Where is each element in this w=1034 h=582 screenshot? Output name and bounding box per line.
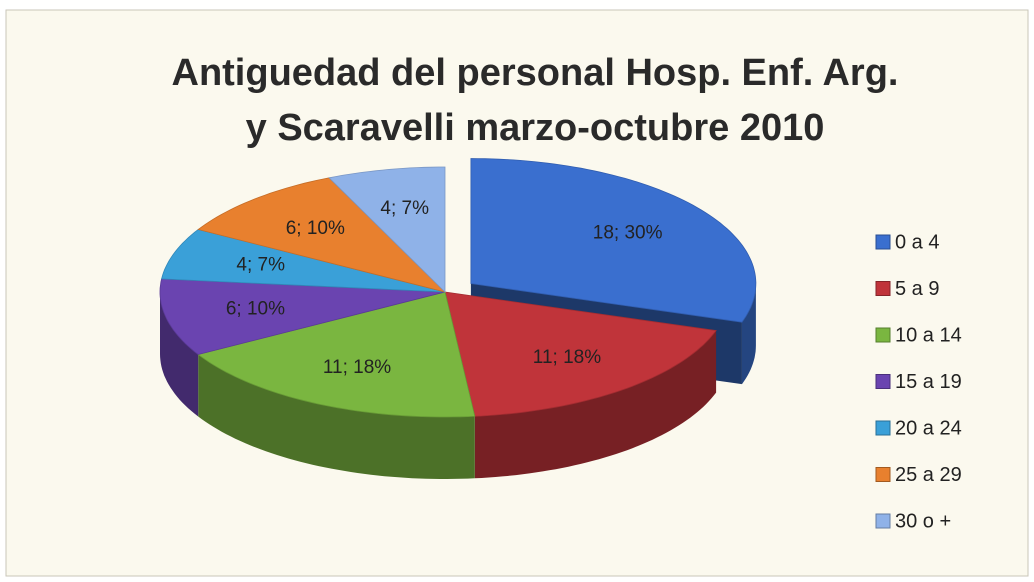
- legend-swatch: [875, 513, 891, 529]
- legend-swatch: [875, 281, 891, 296]
- slice-side: [198, 354, 475, 479]
- slice-side: [474, 330, 717, 479]
- slice-side: [160, 292, 199, 417]
- data-label: 11; 18%: [533, 347, 601, 368]
- legend-swatch: [875, 374, 891, 389]
- legend-label: 20 a 24: [895, 417, 962, 439]
- slice-side: [741, 283, 756, 385]
- slice: [159, 278, 446, 355]
- data-label: 11; 18%: [323, 357, 391, 378]
- data-label: 4; 7%: [380, 198, 429, 219]
- legend-swatch: [875, 420, 891, 436]
- legend-label: 25 a 29: [895, 464, 962, 486]
- legend-label: 30 o +: [895, 510, 951, 532]
- chart-title: Antiguedad del personal Hosp. Enf. Arg.: [172, 52, 899, 94]
- slice: [444, 291, 717, 417]
- data-label: 4; 7%: [236, 255, 285, 276]
- legend-label: 10 a 14: [895, 324, 962, 346]
- data-label: 18; 30%: [593, 223, 663, 244]
- data-label: 6; 10%: [286, 218, 345, 239]
- slice: [161, 229, 446, 293]
- slice: [328, 166, 446, 293]
- legend-swatch: [875, 327, 891, 343]
- slice: [197, 177, 447, 293]
- slice: [470, 158, 757, 323]
- slice: [197, 291, 476, 418]
- legend-swatch: [875, 467, 891, 482]
- chart-title: y Scaravelli marzo-octubre 2010: [246, 107, 825, 149]
- data-label: 6; 10%: [226, 299, 285, 320]
- legend-label: 0 a 4: [895, 231, 939, 253]
- legend-label: 5 a 9: [895, 278, 939, 300]
- legend-label: 15 a 19: [895, 371, 962, 393]
- legend-swatch: [875, 234, 891, 250]
